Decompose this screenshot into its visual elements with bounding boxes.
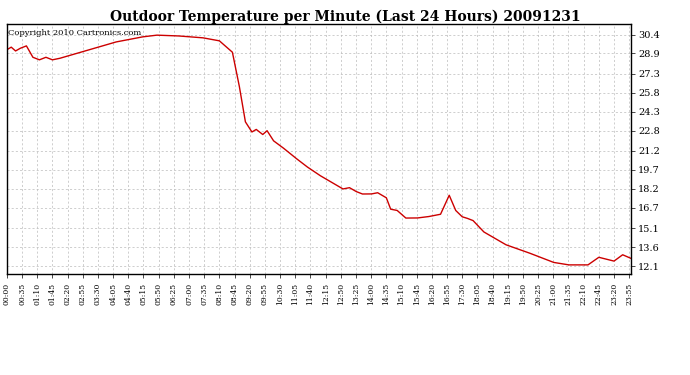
- Text: Outdoor Temperature per Minute (Last 24 Hours) 20091231: Outdoor Temperature per Minute (Last 24 …: [110, 9, 580, 24]
- Text: Copyright 2010 Cartronics.com: Copyright 2010 Cartronics.com: [8, 29, 141, 38]
